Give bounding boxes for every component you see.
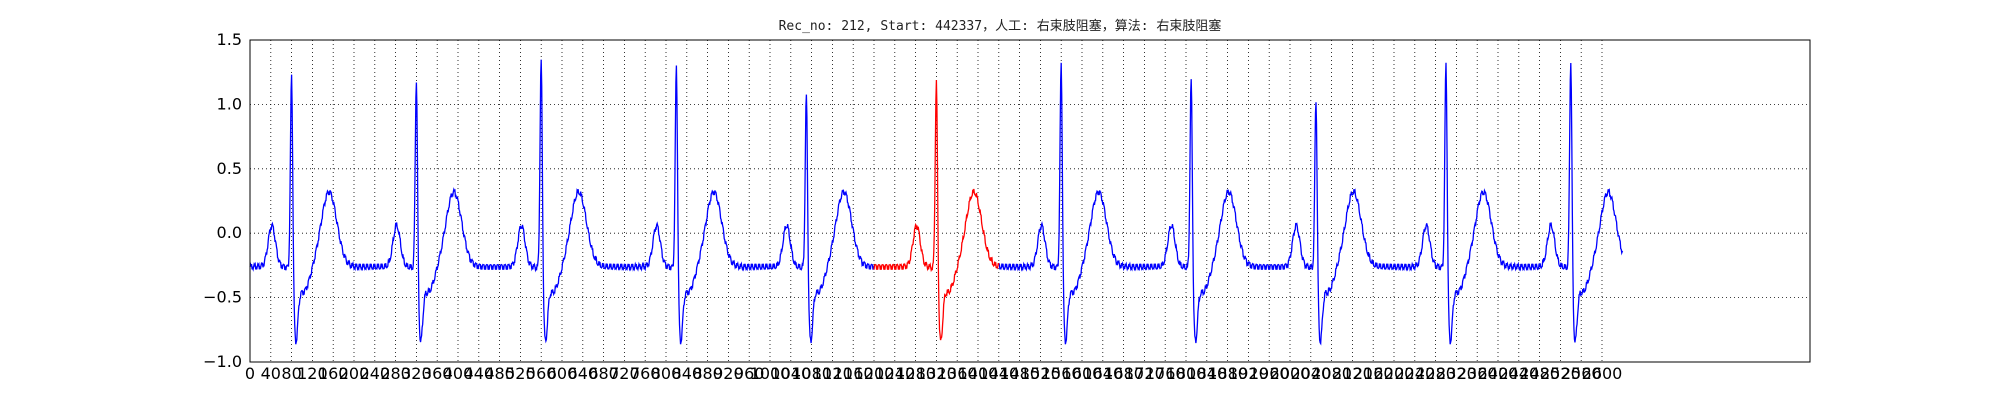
x-tick-label: 1320 bbox=[916, 364, 957, 383]
x-tick-label: 2440 bbox=[1498, 364, 1539, 383]
x-tick-label: 360 bbox=[422, 364, 453, 383]
y-tick-label: 0.5 bbox=[217, 159, 242, 178]
x-tick-label: 2320 bbox=[1436, 364, 1477, 383]
x-tick-label: 1120 bbox=[812, 364, 853, 383]
x-tick-label: 160 bbox=[318, 364, 349, 383]
x-tick-label: 1640 bbox=[1082, 364, 1123, 383]
chart-title: Rec_no: 212, Start: 442337，人工: 右束肢阻塞，算法:… bbox=[779, 18, 1222, 34]
x-tick-label: 440 bbox=[464, 364, 495, 383]
x-tick-label: 840 bbox=[672, 364, 703, 383]
x-tick-label: 560 bbox=[526, 364, 557, 383]
x-tick-label: 0 bbox=[245, 364, 255, 383]
x-tick-label: 800 bbox=[651, 364, 682, 383]
x-tick-label: 2480 bbox=[1519, 364, 1560, 383]
x-tick-label: 1400 bbox=[958, 364, 999, 383]
y-tick-label: 0.0 bbox=[217, 223, 242, 242]
x-tick-label: 1960 bbox=[1249, 364, 1290, 383]
series-line-0 bbox=[249, 59, 875, 345]
x-tick-label: 2040 bbox=[1290, 364, 1331, 383]
x-tick-label: 1160 bbox=[833, 364, 874, 383]
x-tick-label: 1720 bbox=[1124, 364, 1165, 383]
x-tick-label: 960 bbox=[734, 364, 765, 383]
x-tick-label: 1080 bbox=[791, 364, 832, 383]
x-tick-label: 2360 bbox=[1457, 364, 1498, 383]
x-tick-label: 2120 bbox=[1332, 364, 1373, 383]
x-tick-label: 1360 bbox=[937, 364, 978, 383]
x-tick-label: 2200 bbox=[1374, 364, 1415, 383]
x-tick-label: 1000 bbox=[750, 364, 791, 383]
series-line-1 bbox=[873, 80, 1000, 341]
y-tick-label: −1.0 bbox=[203, 352, 242, 371]
x-tick-label: 200 bbox=[339, 364, 370, 383]
plot-frame bbox=[249, 39, 1811, 363]
x-tick-label: 1280 bbox=[895, 364, 936, 383]
x-tick-label: 640 bbox=[568, 364, 599, 383]
x-tick-label: 2000 bbox=[1270, 364, 1311, 383]
x-tick-label: 1040 bbox=[770, 364, 811, 383]
x-tick-label: 880 bbox=[692, 364, 723, 383]
x-tick-label: 280 bbox=[380, 364, 411, 383]
x-tick-label: 2240 bbox=[1394, 364, 1435, 383]
x-tick-label: 1520 bbox=[1020, 364, 1061, 383]
x-tick-label: 2080 bbox=[1311, 364, 1352, 383]
x-tick-label: 320 bbox=[401, 364, 432, 383]
x-tick-label: 2160 bbox=[1353, 364, 1394, 383]
x-tick-label: 1200 bbox=[854, 364, 895, 383]
x-tick-label: 2520 bbox=[1540, 364, 1581, 383]
x-tick-label: 600 bbox=[547, 364, 578, 383]
x-tick-label: 40 bbox=[261, 364, 281, 383]
y-tick-label: −0.5 bbox=[203, 288, 242, 307]
x-tick-label: 1480 bbox=[999, 364, 1040, 383]
x-tick-label: 2280 bbox=[1415, 364, 1456, 383]
x-tick-label: 1560 bbox=[1041, 364, 1082, 383]
x-tick-label: 80 bbox=[281, 364, 301, 383]
x-axis: 0 40 8012016020024028032036040044048052056… bbox=[245, 364, 1622, 383]
x-tick-label: 480 bbox=[484, 364, 515, 383]
x-tick-label: 2600 bbox=[1582, 364, 1623, 383]
series-line-0 bbox=[998, 62, 1624, 346]
x-tick-label: 760 bbox=[630, 364, 661, 383]
x-tick-label: 2560 bbox=[1561, 364, 1602, 383]
x-tick-label: 1760 bbox=[1145, 364, 1186, 383]
x-tick-label: 1840 bbox=[1186, 364, 1227, 383]
x-tick-label: 680 bbox=[588, 364, 619, 383]
x-tick-label: 120 bbox=[297, 364, 328, 383]
x-tick-label: 520 bbox=[505, 364, 536, 383]
x-tick-label: 1800 bbox=[1166, 364, 1207, 383]
x-tick-label: 1440 bbox=[978, 364, 1019, 383]
x-tick-label: 400 bbox=[443, 364, 474, 383]
x-tick-label: 1880 bbox=[1207, 364, 1248, 383]
x-tick-label: 1600 bbox=[1062, 364, 1103, 383]
y-tick-label: 1.5 bbox=[217, 30, 242, 49]
x-tick-label: 1240 bbox=[874, 364, 915, 383]
x-tick-label: 1680 bbox=[1103, 364, 1144, 383]
x-tick-label: 240 bbox=[360, 364, 391, 383]
x-tick-label: 720 bbox=[609, 364, 640, 383]
y-tick-label: 1.0 bbox=[217, 94, 242, 113]
x-tick-label: 2400 bbox=[1478, 364, 1519, 383]
y-axis: −1.0 −0.5 0.0 0.5 1.0 1.5 bbox=[203, 30, 242, 371]
series-layer bbox=[249, 59, 1624, 346]
grid bbox=[250, 40, 1810, 362]
x-tick-label: 920 bbox=[713, 364, 744, 383]
x-tick-label: 1920 bbox=[1228, 364, 1269, 383]
